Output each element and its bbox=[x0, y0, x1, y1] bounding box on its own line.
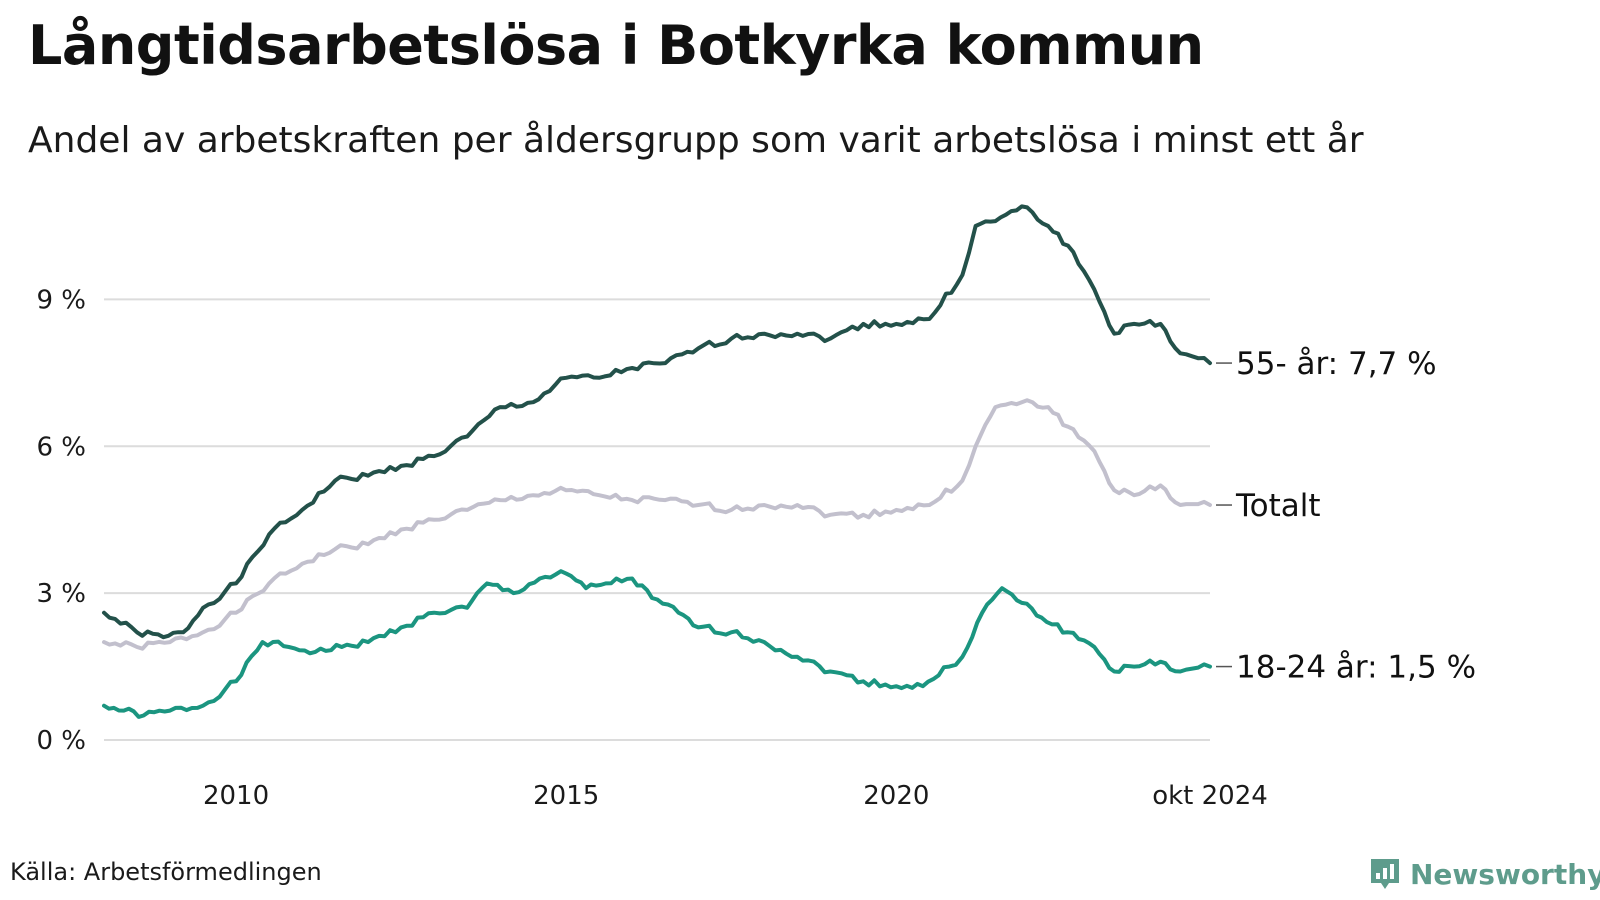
brand-name: Newsworthy bbox=[1410, 857, 1600, 891]
y-tick-label: 6 % bbox=[36, 432, 86, 462]
brand-logo[interactable]: Newsworthy bbox=[1368, 856, 1600, 892]
y-tick-label: 3 % bbox=[36, 579, 86, 609]
source-note: Källa: Arbetsförmedlingen bbox=[10, 858, 322, 886]
y-tick-label: 0 % bbox=[36, 726, 86, 756]
x-tick-label: 2010 bbox=[203, 781, 269, 811]
chart-title: Långtidsarbetslösa i Botkyrka kommun bbox=[28, 14, 1204, 77]
x-axis: 2010 2015 2020 okt 2024 bbox=[203, 781, 1268, 811]
y-tick-label: 9 % bbox=[36, 285, 86, 315]
series-end-labels: 55- år: 7,7 % Totalt 18-24 år: 1,5 % bbox=[1216, 346, 1476, 686]
series-line bbox=[102, 398, 1212, 651]
series-lines bbox=[102, 204, 1212, 719]
x-tick-label: 2020 bbox=[863, 781, 929, 811]
series-line bbox=[102, 204, 1212, 640]
series-line bbox=[102, 569, 1212, 719]
y-axis: 0 % 3 % 6 % 9 % bbox=[36, 285, 86, 756]
newsworthy-icon bbox=[1371, 859, 1399, 889]
x-tick-label: okt 2024 bbox=[1152, 781, 1268, 811]
series-end-label: 18-24 år: 1,5 % bbox=[1236, 650, 1476, 686]
series-end-label: Totalt bbox=[1235, 488, 1321, 524]
gridlines bbox=[104, 298, 1210, 741]
series-end-label: 55- år: 7,7 % bbox=[1236, 346, 1437, 382]
chart-subtitle: Andel av arbetskraften per åldersgrupp s… bbox=[28, 120, 1364, 161]
x-tick-label: 2015 bbox=[533, 781, 599, 811]
